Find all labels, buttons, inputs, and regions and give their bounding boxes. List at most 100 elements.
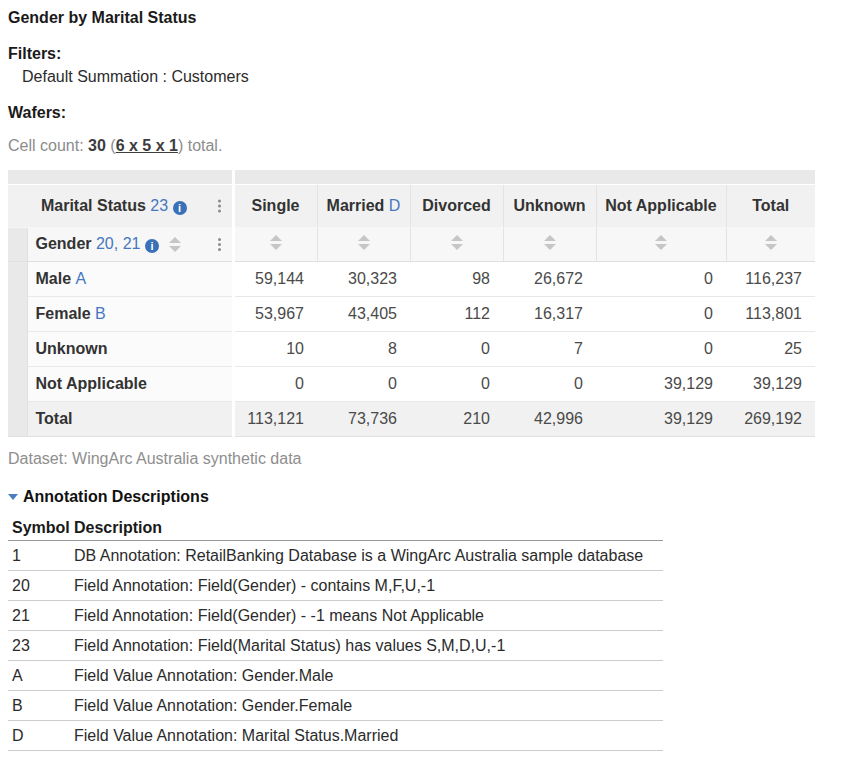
row-field-annotation-refs: 20, 21 (96, 235, 140, 252)
value-cell: 25 (726, 331, 815, 366)
value-cell: 0 (410, 331, 503, 366)
value-cell: 0 (503, 366, 596, 401)
annotation-table: Symbol Description 1DB Annotation: Retai… (8, 519, 663, 752)
annotation-symbol: B (8, 691, 70, 721)
annotation-row-21: 21Field Annotation: Field(Gender) - -1 m… (8, 601, 663, 631)
column-header-divorced: Divorced (410, 184, 503, 227)
column-field-cell: Marital Status 23 (8, 184, 233, 227)
filters-label: Filters: (8, 45, 841, 63)
annotation-description: Field Annotation: Field(Gender) - contai… (70, 571, 663, 601)
cell-dims-link[interactable]: 6 x 5 x 1 (116, 137, 178, 154)
row-field-header-row: Gender 20, 21 (8, 227, 815, 261)
annotation-descriptions-toggle[interactable]: Annotation Descriptions (8, 488, 841, 506)
pivot-table: Marital Status 23 SingleMarried DDivorce… (8, 170, 815, 437)
value-cell: 0 (596, 261, 726, 296)
kebab-menu-icon[interactable] (218, 199, 221, 212)
annotation-header-row: Symbol Description (8, 519, 663, 541)
value-cell: 116,237 (726, 261, 815, 296)
wafers-label: Wafers: (8, 104, 841, 122)
annotation-col-symbol: Symbol (8, 519, 70, 541)
value-cell: 39,129 (726, 366, 815, 401)
table-row-not-applicable: Not Applicable000039,12939,129 (8, 366, 815, 401)
row-label: Female B (27, 296, 233, 331)
annotation-ref: D (389, 197, 401, 214)
value-cell: 53,967 (233, 296, 317, 331)
annotation-ref: B (95, 305, 106, 322)
row-strip-cell (8, 401, 27, 436)
column-field-title: Marital Status 23 (41, 197, 187, 215)
annotation-row-b: BField Value Annotation: Gender.Female (8, 691, 663, 721)
info-icon[interactable] (173, 201, 187, 215)
column-header-married: Married D (317, 184, 410, 227)
value-cell: 16,317 (503, 296, 596, 331)
column-header-single: Single (233, 184, 317, 227)
column-header-total: Total (726, 184, 815, 227)
sort-icon[interactable] (451, 235, 463, 250)
annotation-symbol: 23 (8, 631, 70, 661)
row-field-name: Gender (36, 235, 92, 252)
filter-value: Default Summation : Customers (22, 68, 841, 86)
collapse-triangle-icon (8, 494, 18, 500)
page-title: Gender by Marital Status (8, 9, 841, 27)
value-cell: 0 (596, 296, 726, 331)
value-cell: 0 (317, 366, 410, 401)
sort-cell-single (233, 227, 317, 261)
top-strip-data (233, 170, 815, 184)
row-strip-cell (8, 296, 27, 331)
value-cell: 269,192 (726, 401, 815, 436)
row-label: Not Applicable (27, 366, 233, 401)
sort-icon[interactable] (655, 235, 667, 250)
annotation-description: Field Annotation: Field(Marital Status) … (70, 631, 663, 661)
column-header-not-applicable: Not Applicable (596, 184, 726, 227)
annotation-symbol: 21 (8, 601, 70, 631)
row-strip-cell (8, 366, 27, 401)
value-cell: 43,405 (317, 296, 410, 331)
info-icon[interactable] (145, 239, 159, 253)
row-strip-cell (8, 227, 27, 261)
value-cell: 112 (410, 296, 503, 331)
kebab-menu-icon[interactable] (218, 238, 221, 251)
annotation-description: Field Value Annotation: Gender.Female (70, 691, 663, 721)
dataset-note: Dataset: WingArc Australia synthetic dat… (8, 450, 841, 468)
row-field-title: Gender 20, 21 (36, 235, 159, 253)
sort-icon[interactable] (169, 237, 181, 252)
annotation-rows: 1DB Annotation: RetailBanking Database i… (8, 541, 663, 751)
table-row-male: Male A59,14430,3239826,6720116,237 (8, 261, 815, 296)
value-cell: 39,129 (596, 401, 726, 436)
cell-count-prefix: Cell count: (8, 137, 84, 154)
annotation-descriptions-title: Annotation Descriptions (23, 488, 209, 506)
sort-icon[interactable] (765, 235, 777, 250)
row-strip-cell (8, 261, 27, 296)
annotation-description: Field Value Annotation: Gender.Male (70, 661, 663, 691)
annotation-row-1: 1DB Annotation: RetailBanking Database i… (8, 541, 663, 571)
annotation-symbol: D (8, 721, 70, 751)
value-cell: 8 (317, 331, 410, 366)
column-field-annotation-refs: 23 (150, 197, 168, 214)
sort-icon[interactable] (544, 235, 556, 250)
annotation-row-20: 20Field Annotation: Field(Gender) - cont… (8, 571, 663, 601)
sort-cell-unknown (503, 227, 596, 261)
value-cell: 7 (503, 331, 596, 366)
column-field-header-row: Marital Status 23 SingleMarried DDivorce… (8, 184, 815, 227)
top-strip-rowheader (8, 170, 233, 184)
table-top-strip (8, 170, 815, 184)
column-header-unknown: Unknown (503, 184, 596, 227)
sort-cell-total (726, 227, 815, 261)
value-cell: 73,736 (317, 401, 410, 436)
sort-cell-not-applicable (596, 227, 726, 261)
value-cell: 39,129 (596, 366, 726, 401)
annotation-description: Field Value Annotation: Marital Status.M… (70, 721, 663, 751)
row-label: Unknown (27, 331, 233, 366)
annotation-symbol: 20 (8, 571, 70, 601)
sort-icon[interactable] (358, 235, 370, 250)
annotation-description: Field Annotation: Field(Gender) - -1 mea… (70, 601, 663, 631)
cell-count-value: 30 (88, 137, 106, 154)
sort-icon[interactable] (270, 235, 282, 250)
value-cell: 30,323 (317, 261, 410, 296)
value-cell: 113,121 (233, 401, 317, 436)
column-field-name: Marital Status (41, 197, 146, 214)
table-row-female: Female B53,96743,40511216,3170113,801 (8, 296, 815, 331)
sort-cell-married (317, 227, 410, 261)
value-cell: 210 (410, 401, 503, 436)
cell-count-line: Cell count: 30 (6 x 5 x 1) total. (8, 137, 841, 155)
